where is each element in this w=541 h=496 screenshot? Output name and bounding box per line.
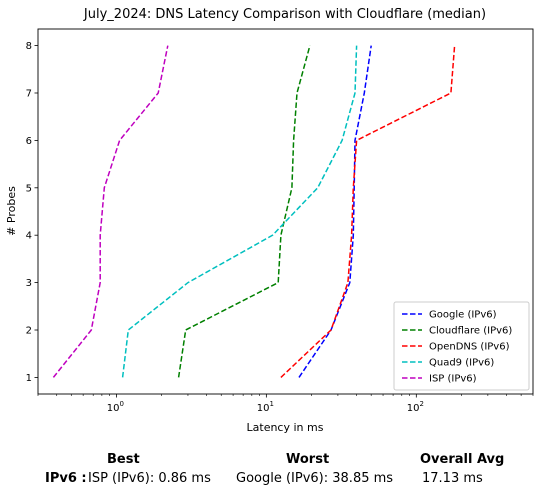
plot-frame [37,28,534,395]
legend: Google (IPv6) Cloudflare (IPv6) OpenDNS (I… [393,301,530,391]
x-tick-label: 100 [107,400,124,414]
y-tick-label: 3 [26,278,32,289]
legend-label-cloudflare-ipv6: Cloudflare (IPv6) [429,326,512,337]
legend-label-opendns-ipv6: OpenDNS (IPv6) [429,342,510,353]
x-tick-label: 102 [407,400,424,414]
y-tick-label: 5 [26,183,32,194]
summary-worst-header: Worst [286,452,330,467]
y-tick-label: 8 [26,41,32,52]
summary-worst-value: Google (IPv6): 38.85 ms [236,471,394,486]
summary-avg-value: 17.13 ms [422,471,483,486]
legend-label-google-ipv6: Google (IPv6) [429,310,497,321]
chart-title: July_2024: DNS Latency Comparison with C… [83,7,486,22]
y-tick-label: 6 [26,136,32,147]
series-line-cloudflare-ipv6 [177,45,311,378]
legend-label-quad9-ipv6: Quad9 (IPv6) [429,358,494,369]
summary-best-header: Best [107,452,140,467]
y-tick-label: 2 [26,326,32,337]
y-tick-label: 4 [26,231,32,242]
series-line-google-ipv6 [298,45,372,378]
y-tick-label: 1 [26,373,32,384]
legend-label-isp-ipv6: ISP (IPv6) [429,374,477,385]
series-line-quad9-ipv6 [121,45,358,378]
series-line-isp-ipv6 [52,45,169,378]
legend-box [393,301,530,391]
y-axis-label: # Probes [5,186,18,236]
summary-best-value: ISP (IPv6): 0.86 ms [88,471,211,486]
y-tick-label: 7 [26,88,32,99]
plot-area [52,45,456,378]
series-line-opendns-ipv6 [280,45,456,378]
summary-avg-header: Overall Avg [420,452,505,467]
x-axis-label: Latency in ms [247,421,324,434]
x-tick-label: 101 [257,400,274,414]
summary-row-label: IPv6 : [45,471,87,486]
